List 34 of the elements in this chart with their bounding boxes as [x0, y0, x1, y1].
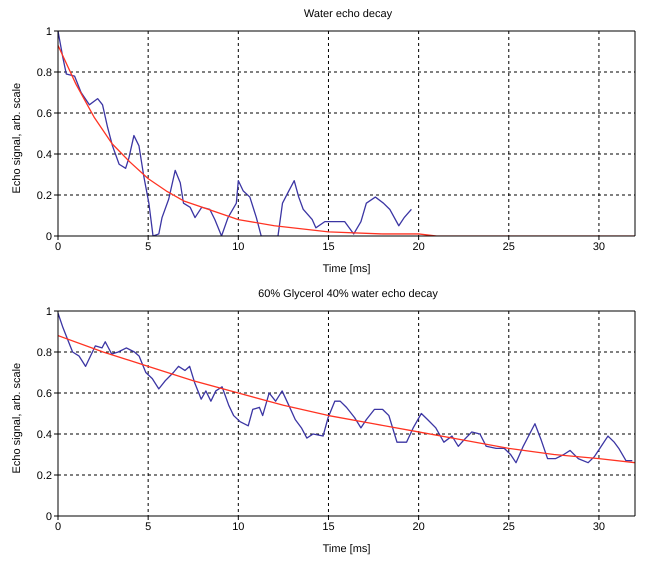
line-series	[58, 312, 633, 464]
y-tick-label: 1	[46, 306, 52, 318]
y-tick-label: 0.8	[36, 66, 52, 79]
x-tick-label: 25	[502, 240, 515, 253]
x-axis-title: Time [ms]	[322, 543, 370, 555]
line-series	[58, 334, 635, 464]
x-tick-label: 10	[232, 240, 244, 253]
y-tick-label: 0	[46, 510, 52, 523]
chart-title: 60% Glycerol 40% water echo decay	[257, 288, 439, 300]
x-tick-label: 10	[232, 520, 244, 533]
x-tick-label: 0	[54, 520, 62, 533]
y-tick-label: 0.2	[36, 190, 52, 202]
y-axis-title: Echo signal, arb. scale	[10, 362, 23, 474]
x-tick-label: 20	[412, 520, 425, 533]
y-tick-label: 1	[46, 26, 52, 38]
x-tick-label: 20	[412, 240, 425, 253]
x-tick-label: 0	[54, 240, 62, 253]
x-tick-label: 30	[592, 240, 606, 253]
y-tick-label: 0.6	[36, 388, 52, 400]
x-tick-label: 15	[322, 240, 335, 253]
y-tick-label: 0.6	[36, 108, 52, 120]
x-tick-label: 5	[145, 520, 152, 533]
x-tick-label: 15	[322, 520, 335, 533]
x-tick-label: 25	[502, 520, 515, 533]
y-tick-label: 0.8	[36, 346, 52, 359]
x-tick-label: 30	[592, 520, 606, 533]
y-tick-label: 0.4	[36, 148, 52, 161]
x-tick-label: 5	[145, 240, 152, 253]
y-axis-title: Echo signal, arb. scale	[10, 82, 23, 194]
chart-title: Water echo decay	[302, 8, 394, 20]
y-tick-label: 0.4	[36, 428, 52, 441]
x-axis-title: Time [ms]	[322, 263, 370, 275]
y-tick-label: 0.2	[36, 470, 52, 482]
y-tick-label: 0	[46, 230, 52, 243]
